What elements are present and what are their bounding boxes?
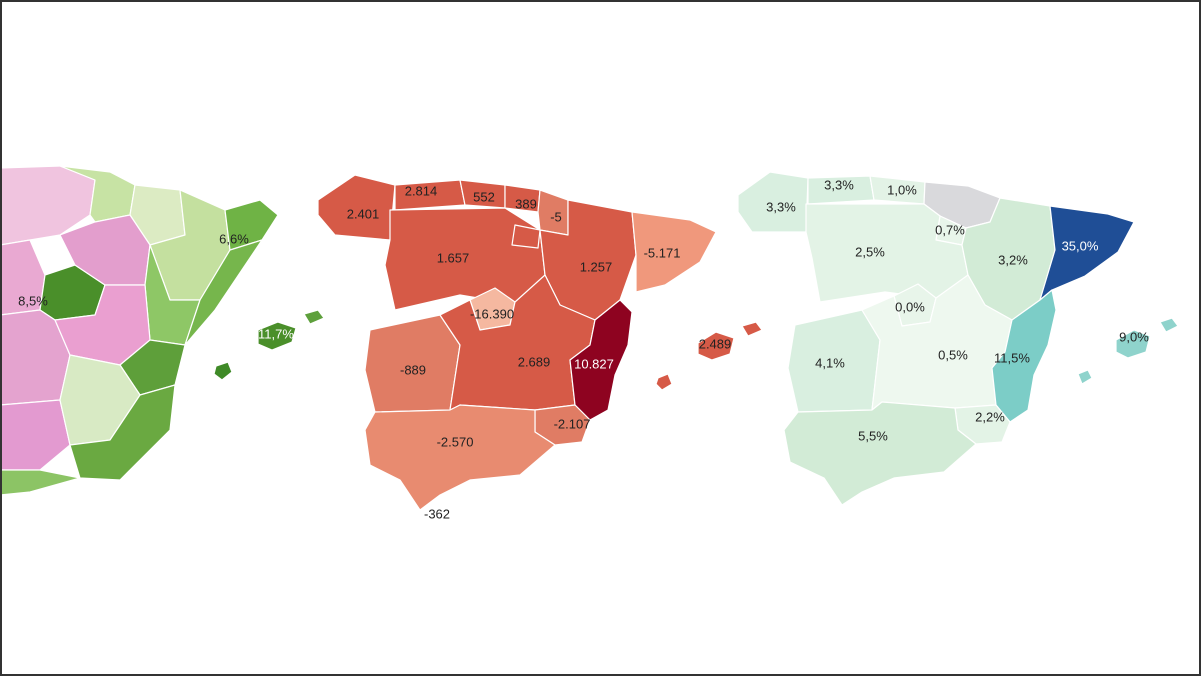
map-right-label: 0,5% (938, 347, 968, 362)
map-left-island-ibiza (213, 361, 233, 381)
map-center-island-menorca (741, 321, 763, 337)
map-center-region-catalonia (631, 211, 717, 293)
map-left-island-menorca (303, 309, 325, 325)
map-right-region-valencia (991, 289, 1057, 423)
map-center-label: 552 (473, 189, 495, 204)
map-left-region-andalusia-c (69, 384, 176, 481)
map-center-label: -362 (424, 506, 450, 521)
map-right-label: 3,3% (824, 177, 854, 192)
map-center-label: 1.657 (437, 250, 470, 265)
map-right-label: 1,0% (887, 182, 917, 197)
map-right-label: 0,7% (935, 222, 965, 237)
map-right-region-catalonia (1039, 205, 1135, 301)
map-center-label: -5 (550, 209, 562, 224)
map-right-label: 2,5% (855, 244, 885, 259)
map-center-island-ibiza (655, 373, 673, 391)
map-right-label: 0,0% (895, 299, 925, 314)
map-right-island-ibiza (1077, 369, 1093, 385)
map-left-region-levante (184, 239, 263, 346)
map-left-region-andalusia-d (0, 469, 81, 496)
map-right: 3,3% 1,0% 3,3% 0,7% 2,5% 3,2% 35,0% 0,0%… (737, 171, 1179, 506)
map-center-label: 2.814 (405, 183, 438, 198)
map-left-region-andalusia-a (0, 399, 71, 471)
map-right-label: 11,5% (994, 350, 1030, 365)
map-right-label: 5,5% (858, 428, 888, 443)
map-center: 2.814 552 389 2.401 -5 1.657 1.257 -5.17… (317, 174, 763, 521)
map-right-island-mallorca (1115, 329, 1151, 359)
map-right-island-menorca (1159, 317, 1179, 333)
map-center-island-mallorca (697, 331, 735, 361)
map-center-label: 10.827 (574, 356, 614, 371)
map-center-label: -2.570 (437, 434, 474, 449)
map-left-label: 6,6% (219, 231, 249, 246)
map-left: 8,5% 6,6% 11,7% (0, 165, 325, 496)
map-center-label: 1.257 (580, 259, 613, 274)
map-left-region-catalonia (224, 199, 279, 251)
map-center-label: 2.401 (347, 206, 380, 221)
map-left-label: 11,7% (258, 326, 294, 341)
map-center-label: 389 (515, 196, 537, 211)
map-right-label: 3,2% (998, 252, 1028, 267)
map-left-label: 8,5% (18, 293, 48, 308)
map-left-island-mallorca (257, 321, 297, 351)
map-center-label: -16.390 (470, 306, 514, 321)
map-center-region-rioja (511, 224, 541, 249)
map-right-label: 35,0% (1062, 238, 1099, 253)
map-right-region-andalusia (783, 401, 977, 506)
map-center-label: -889 (400, 362, 426, 377)
map-right-label: 4,1% (815, 355, 845, 370)
map-right-label: 3,3% (766, 199, 796, 214)
map-center-region-valencia (569, 299, 633, 421)
map-right-label: 2,2% (975, 409, 1005, 424)
map-center-region-andalusia (364, 404, 556, 511)
map-center-label: -5.171 (644, 245, 681, 260)
map-center-label: 2.689 (518, 354, 551, 369)
map-center-label: -2.107 (554, 416, 591, 431)
map-center-label: 2.489 (699, 336, 732, 351)
map-right-label: 9,0% (1119, 329, 1149, 344)
